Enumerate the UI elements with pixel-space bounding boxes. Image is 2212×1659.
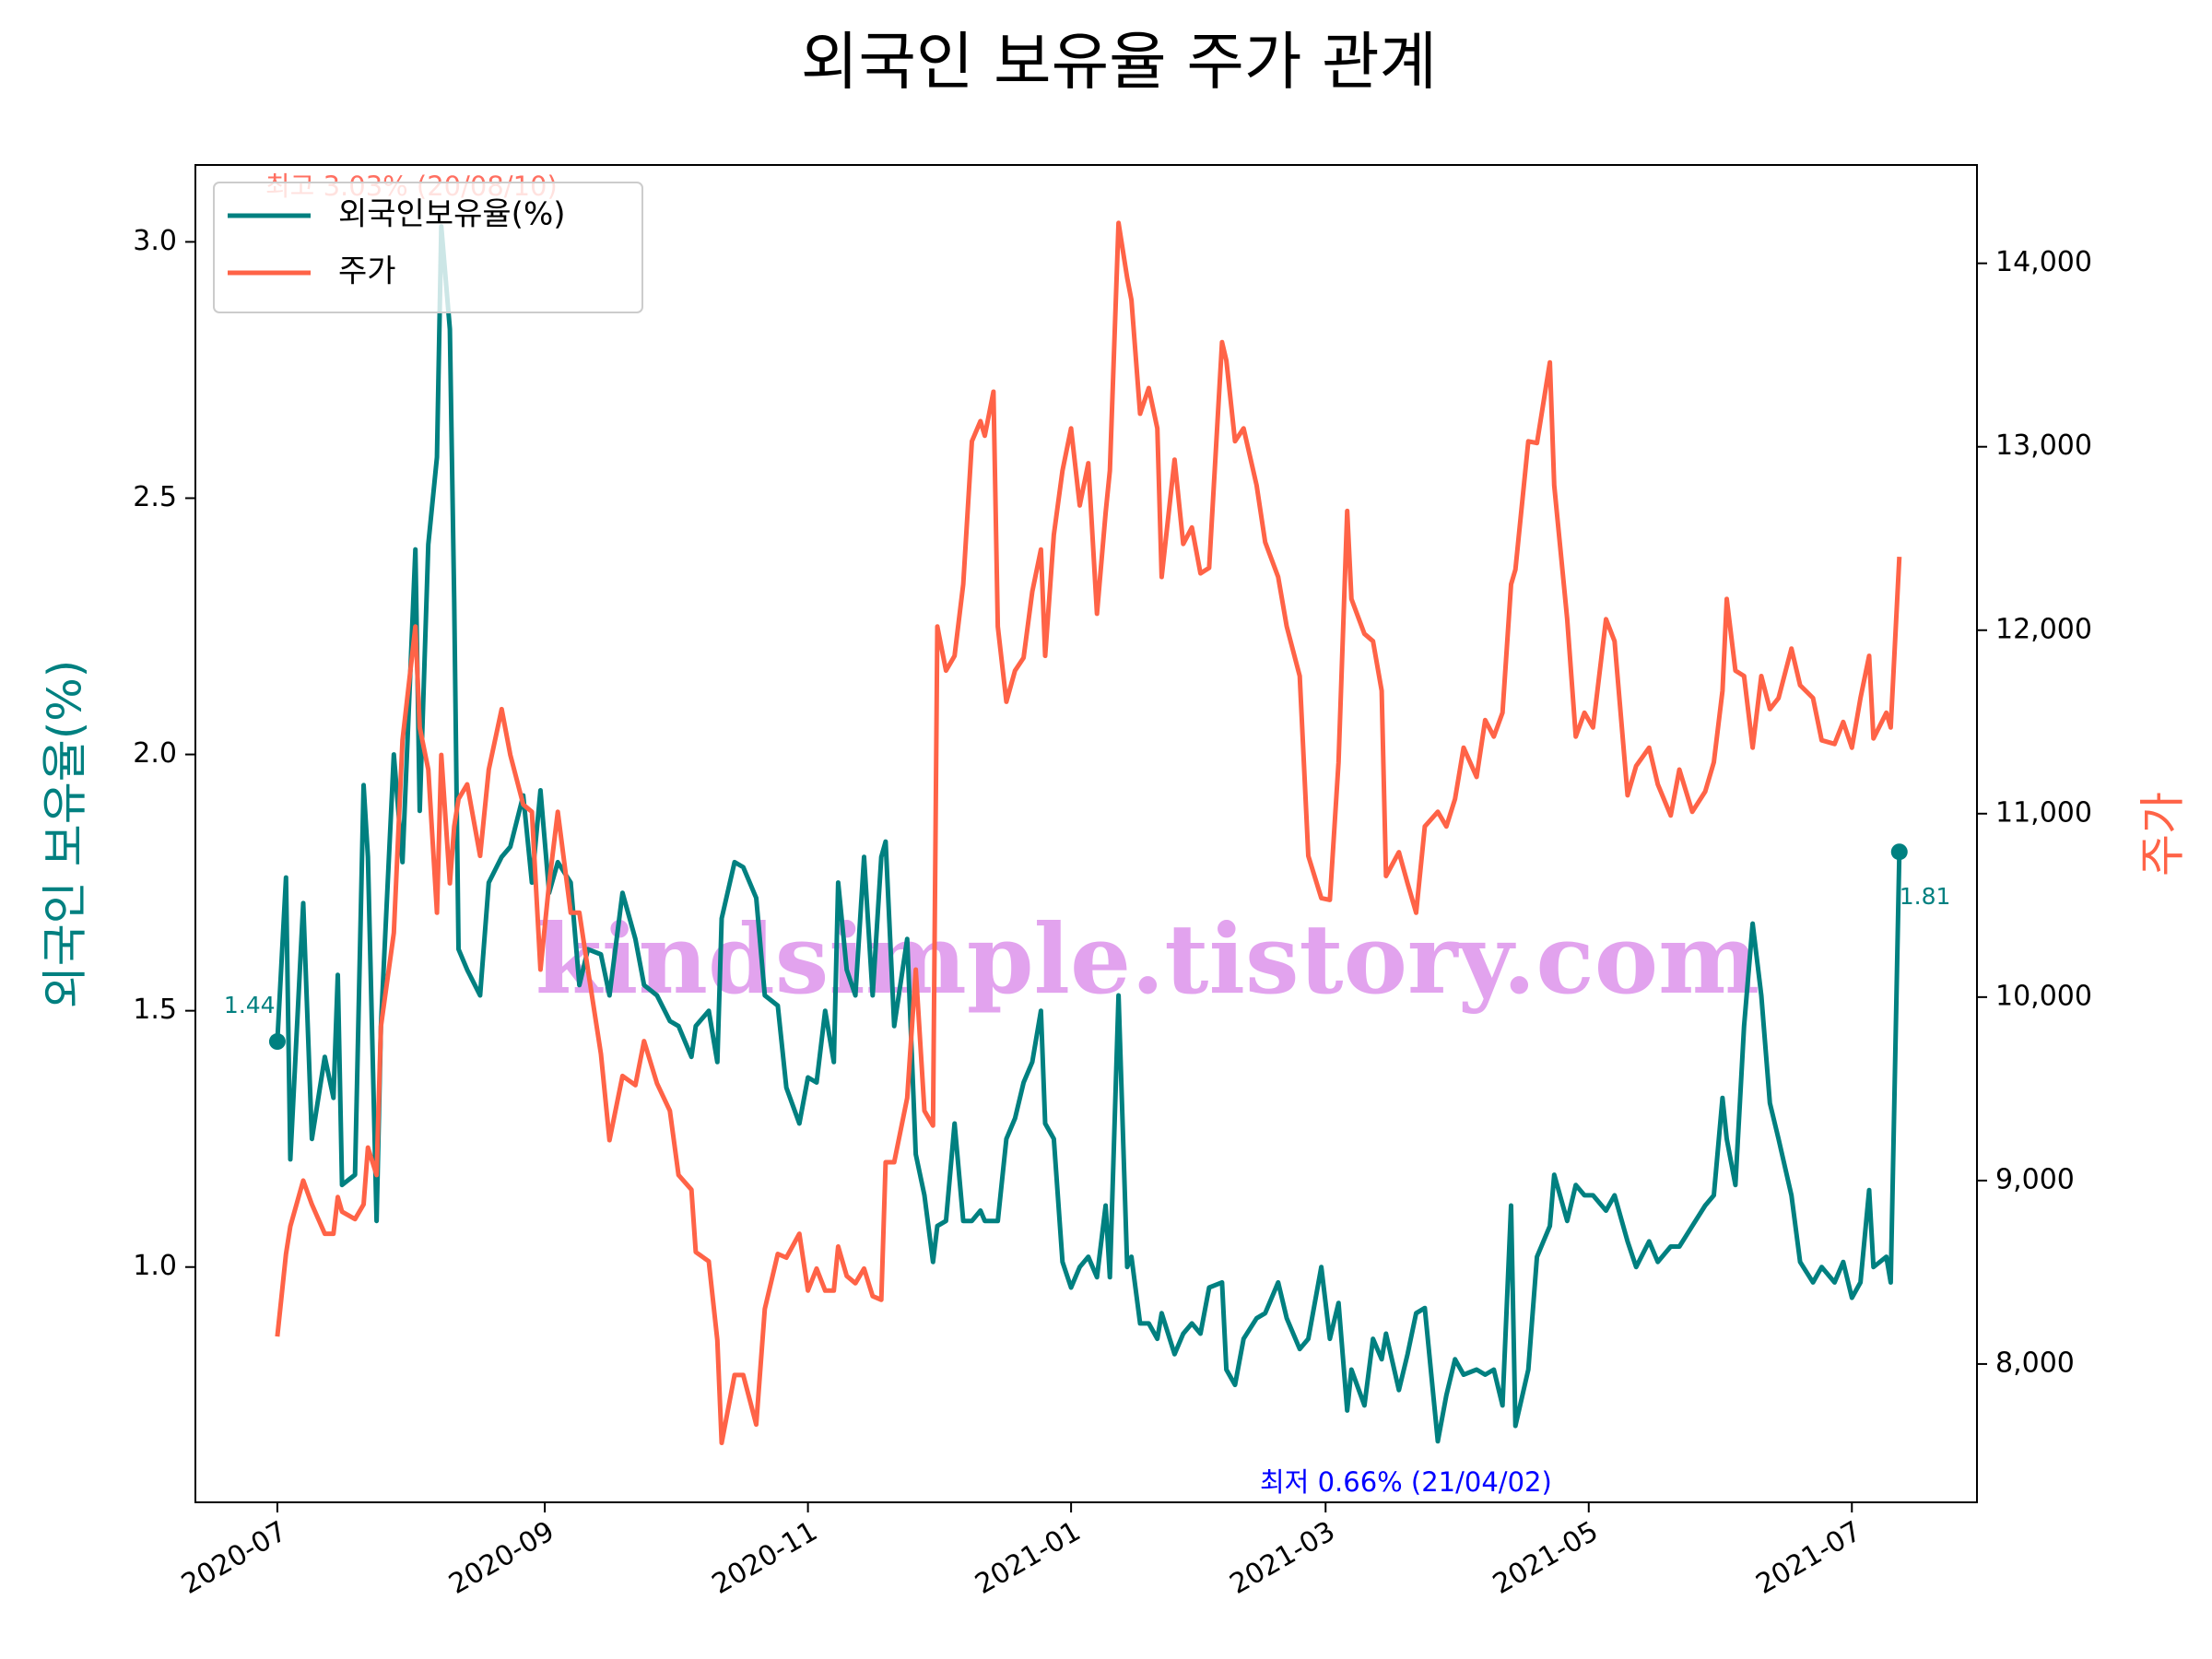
y-tick-label: 2.5 [133,481,177,513]
y2-tick-label: 10,000 [1995,980,2092,1012]
series-line [275,224,1902,1444]
annotation-min: 최저 0.66% (21/04/02) [1260,1466,1552,1498]
legend-box [213,182,643,313]
plot-frame [194,164,1978,1503]
y2-tick-label: 9,000 [1995,1163,2075,1195]
point-label: 1.44 [224,992,276,1018]
y-tick-label: 1.0 [133,1250,177,1282]
y2-tick-label: 13,000 [1995,429,2092,462]
point-label: 1.81 [1900,883,1951,910]
y2-tick-label: 11,000 [1995,796,2092,829]
y-tick-label: 1.5 [133,994,177,1026]
y-tick-label: 2.0 [133,737,177,770]
legend-label: 주가 [338,253,396,290]
point-marker [1890,843,1908,861]
legend-label: 외국인보유율(%) [338,196,566,233]
series-line [275,220,1902,1445]
chart-title: 외국인 보유율 주가 관계 [801,27,1437,100]
y2-tick-label: 14,000 [1995,246,2092,278]
y-axis-label: 외국인 보유율(%) [39,660,92,1008]
y2-tick-label: 12,000 [1995,613,2092,645]
watermark: kindsimple.tistory.com [535,902,1759,1016]
legend: 외국인보유율(%) 주가 [213,182,643,313]
point-marker [268,1033,286,1051]
y2-axis-label: 주가 [2136,792,2190,877]
y-tick-label: 3.0 [133,225,177,257]
y2-tick-label: 8,000 [1995,1347,2075,1379]
